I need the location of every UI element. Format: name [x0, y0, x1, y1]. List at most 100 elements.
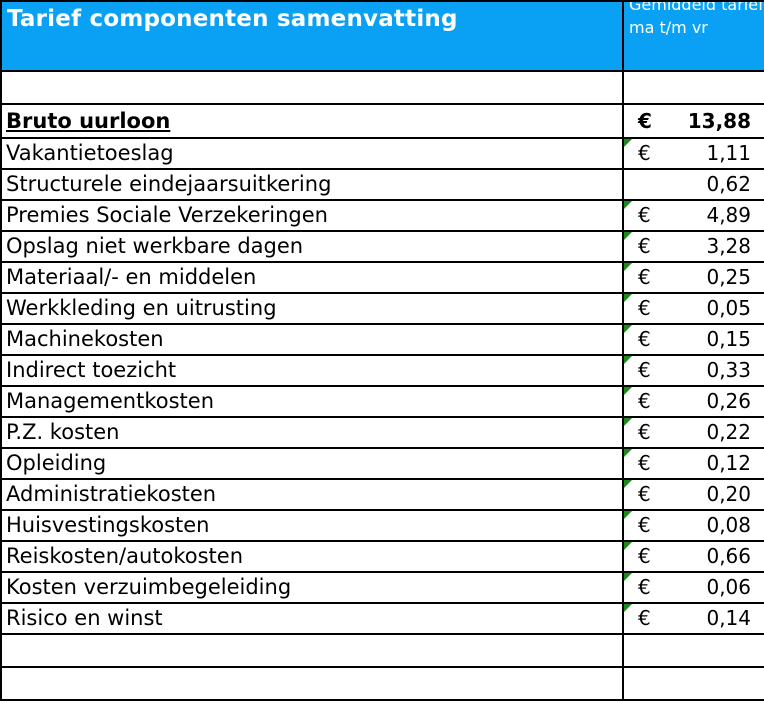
row-label: Risico en winst — [6, 606, 163, 630]
row-value: 0,14 — [706, 606, 751, 630]
row-value: 0,22 — [706, 420, 751, 444]
row-value-cell[interactable]: €0,26 — [622, 385, 764, 418]
error-indicator-icon[interactable] — [625, 605, 632, 612]
row-value-cell[interactable]: €0,22 — [622, 416, 764, 449]
header-title-cell[interactable]: Tarief componenten samenvatting — [0, 0, 624, 72]
table-row: Opleiding €0,12 — [0, 447, 764, 480]
row-value-cell[interactable]: €0,05 — [622, 292, 764, 325]
row-label: Administratiekosten — [6, 482, 217, 506]
error-indicator-icon[interactable] — [625, 481, 632, 488]
error-indicator-icon[interactable] — [625, 295, 632, 302]
row-label-cell[interactable]: Risico en winst — [0, 602, 624, 635]
empty-row — [0, 666, 764, 701]
row-value-cell[interactable]: 0,62 — [622, 168, 764, 201]
row-value-cell[interactable]: €1,11 — [622, 137, 764, 170]
row-value-cell[interactable]: €0,33 — [622, 354, 764, 387]
error-indicator-icon[interactable] — [625, 419, 632, 426]
error-indicator-icon[interactable] — [625, 202, 632, 209]
row-value-cell[interactable]: €0,20 — [622, 478, 764, 511]
bruto-label-cell[interactable]: Bruto uurloon — [0, 103, 624, 139]
row-value-cell[interactable]: €0,06 — [622, 571, 764, 604]
error-indicator-icon[interactable] — [625, 543, 632, 550]
table-row: Administratiekosten €0,20 — [0, 478, 764, 511]
table-row: Reiskosten/autokosten €0,66 — [0, 540, 764, 573]
row-value: 0,15 — [706, 327, 751, 351]
row-label-cell[interactable]: Huisvestingskosten — [0, 509, 624, 542]
error-indicator-icon[interactable] — [625, 574, 632, 581]
currency-symbol: € — [638, 513, 651, 537]
row-value-cell[interactable]: €0,25 — [622, 261, 764, 294]
row-label-cell[interactable]: Werkkleding en uitrusting — [0, 292, 624, 325]
error-indicator-icon[interactable] — [625, 388, 632, 395]
row-value: 0,62 — [706, 172, 751, 196]
row-value-cell[interactable]: €3,28 — [622, 230, 764, 263]
row-label-cell[interactable]: Machinekosten — [0, 323, 624, 356]
row-label-cell[interactable]: Administratiekosten — [0, 478, 624, 511]
currency-symbol: € — [638, 544, 651, 568]
row-label: Huisvestingskosten — [6, 513, 210, 537]
bruto-row: Bruto uurloon € 13,88 — [0, 103, 764, 139]
table-row: Indirect toezicht €0,33 — [0, 354, 764, 387]
row-value: 0,33 — [706, 358, 751, 382]
table-row: Managementkosten €0,26 — [0, 385, 764, 418]
row-value-cell[interactable]: €0,14 — [622, 602, 764, 635]
row-label: Indirect toezicht — [6, 358, 177, 382]
error-indicator-icon[interactable] — [625, 512, 632, 519]
row-label-cell[interactable]: Indirect toezicht — [0, 354, 624, 387]
error-indicator-icon[interactable] — [625, 326, 632, 333]
table-row: Premies Sociale Verzekeringen €4,89 — [0, 199, 764, 232]
empty-cell[interactable] — [622, 666, 764, 701]
empty-cell[interactable] — [0, 633, 624, 668]
empty-row — [0, 633, 764, 668]
row-label-cell[interactable]: Structurele eindejaarsuitkering — [0, 168, 624, 201]
row-label-cell[interactable]: Kosten verzuimbegeleiding — [0, 571, 624, 604]
empty-cell[interactable] — [0, 666, 624, 701]
error-indicator-icon[interactable] — [625, 140, 632, 147]
row-value-cell[interactable]: €0,08 — [622, 509, 764, 542]
row-value: 0,20 — [706, 482, 751, 506]
row-value: 0,26 — [706, 389, 751, 413]
row-value-cell[interactable]: €4,89 — [622, 199, 764, 232]
empty-cell[interactable] — [622, 633, 764, 668]
row-label-cell[interactable]: Reiskosten/autokosten — [0, 540, 624, 573]
row-label-cell[interactable]: P.Z. kosten — [0, 416, 624, 449]
error-indicator-icon[interactable] — [625, 233, 632, 240]
empty-row — [0, 70, 764, 105]
row-value-cell[interactable]: €0,12 — [622, 447, 764, 480]
row-value: 0,05 — [706, 296, 751, 320]
row-value-cell[interactable]: €0,66 — [622, 540, 764, 573]
row-label: Machinekosten — [6, 327, 164, 351]
empty-cell[interactable] — [0, 70, 624, 105]
table-row: Materiaal/- en middelen €0,25 — [0, 261, 764, 294]
row-label: P.Z. kosten — [6, 420, 120, 444]
row-label-cell[interactable]: Opleiding — [0, 447, 624, 480]
row-value-cell[interactable]: €0,15 — [622, 323, 764, 356]
currency-symbol: € — [638, 296, 651, 320]
header-column-label: Gemiddeld tarief ma t/m vr — [629, 1, 764, 37]
table-row: P.Z. kosten €0,22 — [0, 416, 764, 449]
row-label-cell[interactable]: Opslag niet werkbare dagen — [0, 230, 624, 263]
row-label-cell[interactable]: Premies Sociale Verzekeringen — [0, 199, 624, 232]
row-label: Reiskosten/autokosten — [6, 544, 244, 568]
bruto-value-cell[interactable]: € 13,88 — [622, 103, 764, 139]
row-label-cell[interactable]: Vakantietoeslag — [0, 137, 624, 170]
row-label: Premies Sociale Verzekeringen — [6, 203, 328, 227]
error-indicator-icon[interactable] — [625, 450, 632, 457]
table-row: Kosten verzuimbegeleiding €0,06 — [0, 571, 764, 604]
currency-symbol: € — [638, 234, 651, 258]
row-label: Structurele eindejaarsuitkering — [6, 172, 332, 196]
row-label: Opslag niet werkbare dagen — [6, 234, 304, 258]
row-value: 0,12 — [706, 451, 751, 475]
currency-symbol: € — [638, 327, 651, 351]
row-label-cell[interactable]: Managementkosten — [0, 385, 624, 418]
header-column-cell[interactable]: Gemiddeld tarief ma t/m vr — [622, 0, 764, 72]
table-row: Werkkleding en uitrusting €0,05 — [0, 292, 764, 325]
row-label-cell[interactable]: Materiaal/- en middelen — [0, 261, 624, 294]
currency-symbol: € — [638, 265, 651, 289]
error-indicator-icon[interactable] — [625, 264, 632, 271]
empty-cell[interactable] — [622, 70, 764, 105]
currency-symbol: € — [638, 358, 651, 382]
error-indicator-icon[interactable] — [625, 357, 632, 364]
row-value: 3,28 — [706, 234, 751, 258]
currency-symbol: € — [638, 606, 651, 630]
